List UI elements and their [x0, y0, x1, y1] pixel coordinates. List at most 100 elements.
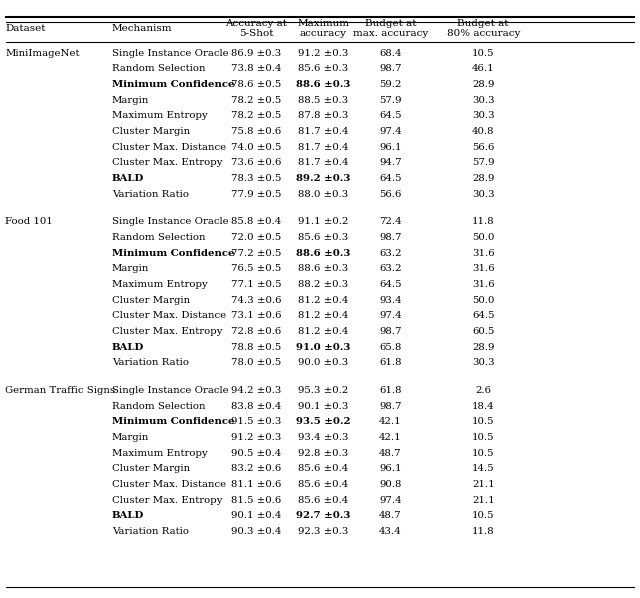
Text: 88.2 ±0.3: 88.2 ±0.3: [298, 280, 348, 289]
Text: 63.2: 63.2: [379, 264, 402, 273]
Text: Single Instance Oracle: Single Instance Oracle: [112, 386, 228, 395]
Text: 56.6: 56.6: [380, 190, 401, 199]
Text: 98.7: 98.7: [379, 233, 402, 242]
Text: 59.2: 59.2: [380, 80, 401, 89]
Text: 96.1: 96.1: [379, 465, 402, 474]
Text: 11.8: 11.8: [472, 218, 495, 227]
Text: 93.4: 93.4: [379, 296, 402, 305]
Text: 78.8 ±0.5: 78.8 ±0.5: [231, 343, 281, 352]
Text: 81.7 ±0.4: 81.7 ±0.4: [298, 127, 348, 136]
Text: Budget at
max. accuracy: Budget at max. accuracy: [353, 19, 428, 38]
Text: 11.8: 11.8: [472, 527, 495, 536]
Text: 74.3 ±0.6: 74.3 ±0.6: [231, 296, 281, 305]
Text: 46.1: 46.1: [472, 65, 495, 74]
Text: 65.8: 65.8: [380, 343, 401, 352]
Text: 86.9 ±0.3: 86.9 ±0.3: [231, 49, 281, 58]
Text: 68.4: 68.4: [379, 49, 402, 58]
Text: 91.5 ±0.3: 91.5 ±0.3: [231, 417, 281, 426]
Text: 92.7 ±0.3: 92.7 ±0.3: [296, 511, 350, 520]
Text: 88.6 ±0.3: 88.6 ±0.3: [296, 80, 350, 89]
Text: 81.2 ±0.4: 81.2 ±0.4: [298, 296, 348, 305]
Text: 97.4: 97.4: [379, 496, 402, 505]
Text: 64.5: 64.5: [379, 174, 402, 183]
Text: Accuracy at
5-Shot: Accuracy at 5-Shot: [225, 19, 287, 38]
Text: 91.2 ±0.3: 91.2 ±0.3: [298, 49, 348, 58]
Text: 56.6: 56.6: [472, 143, 494, 152]
Text: 89.2 ±0.3: 89.2 ±0.3: [296, 174, 350, 183]
Text: 90.1 ±0.4: 90.1 ±0.4: [231, 511, 281, 520]
Text: 31.6: 31.6: [472, 280, 495, 289]
Text: 48.7: 48.7: [379, 448, 402, 457]
Text: 50.0: 50.0: [472, 296, 494, 305]
Text: 30.3: 30.3: [472, 358, 495, 367]
Text: 78.3 ±0.5: 78.3 ±0.5: [231, 174, 281, 183]
Text: 28.9: 28.9: [472, 343, 494, 352]
Text: 48.7: 48.7: [379, 511, 402, 520]
Text: Cluster Margin: Cluster Margin: [112, 296, 190, 305]
Text: 28.9: 28.9: [472, 174, 494, 183]
Text: 64.5: 64.5: [472, 312, 495, 321]
Text: Dataset: Dataset: [5, 24, 45, 33]
Text: 95.3 ±0.2: 95.3 ±0.2: [298, 386, 348, 395]
Text: 43.4: 43.4: [379, 527, 402, 536]
Text: 90.8: 90.8: [380, 480, 401, 489]
Text: 78.2 ±0.5: 78.2 ±0.5: [231, 111, 281, 120]
Text: 61.8: 61.8: [379, 386, 402, 395]
Text: Maximum Entropy: Maximum Entropy: [112, 280, 208, 289]
Text: 83.8 ±0.4: 83.8 ±0.4: [231, 402, 281, 411]
Text: 57.9: 57.9: [472, 158, 495, 167]
Text: 76.5 ±0.5: 76.5 ±0.5: [231, 264, 281, 273]
Text: BALD: BALD: [112, 174, 144, 183]
Text: 78.2 ±0.5: 78.2 ±0.5: [231, 96, 281, 105]
Text: 78.0 ±0.5: 78.0 ±0.5: [231, 358, 281, 367]
Text: 75.8 ±0.6: 75.8 ±0.6: [231, 127, 281, 136]
Text: 92.3 ±0.3: 92.3 ±0.3: [298, 527, 348, 536]
Text: Budget at
80% accuracy: Budget at 80% accuracy: [447, 19, 520, 38]
Text: 81.1 ±0.6: 81.1 ±0.6: [231, 480, 281, 489]
Text: 72.8 ±0.6: 72.8 ±0.6: [231, 327, 281, 336]
Text: 42.1: 42.1: [379, 433, 402, 442]
Text: 94.2 ±0.3: 94.2 ±0.3: [231, 386, 281, 395]
Text: 77.9 ±0.5: 77.9 ±0.5: [231, 190, 281, 199]
Text: 73.8 ±0.4: 73.8 ±0.4: [231, 65, 281, 74]
Text: 21.1: 21.1: [472, 496, 495, 505]
Text: Margin: Margin: [112, 433, 149, 442]
Text: 31.6: 31.6: [472, 249, 495, 258]
Text: 10.5: 10.5: [472, 511, 495, 520]
Text: 72.4: 72.4: [379, 218, 402, 227]
Text: Maximum Entropy: Maximum Entropy: [112, 111, 208, 120]
Text: 92.8 ±0.3: 92.8 ±0.3: [298, 448, 348, 457]
Text: Margin: Margin: [112, 264, 149, 273]
Text: 90.3 ±0.4: 90.3 ±0.4: [231, 527, 281, 536]
Text: 72.0 ±0.5: 72.0 ±0.5: [231, 233, 281, 242]
Text: 93.5 ±0.2: 93.5 ±0.2: [296, 417, 351, 426]
Text: 97.4: 97.4: [379, 127, 402, 136]
Text: 77.2 ±0.5: 77.2 ±0.5: [231, 249, 281, 258]
Text: 85.6 ±0.3: 85.6 ±0.3: [298, 233, 348, 242]
Text: 98.7: 98.7: [379, 65, 402, 74]
Text: 90.0 ±0.3: 90.0 ±0.3: [298, 358, 348, 367]
Text: 81.7 ±0.4: 81.7 ±0.4: [298, 143, 348, 152]
Text: 81.7 ±0.4: 81.7 ±0.4: [298, 158, 348, 167]
Text: Cluster Margin: Cluster Margin: [112, 465, 190, 474]
Text: Variation Ratio: Variation Ratio: [112, 358, 189, 367]
Text: 10.5: 10.5: [472, 448, 495, 457]
Text: 42.1: 42.1: [379, 417, 402, 426]
Text: 64.5: 64.5: [379, 111, 402, 120]
Text: 30.3: 30.3: [472, 190, 495, 199]
Text: 94.7: 94.7: [379, 158, 402, 167]
Text: 88.6 ±0.3: 88.6 ±0.3: [296, 249, 350, 258]
Text: German Traffic Signs: German Traffic Signs: [5, 386, 115, 395]
Text: 93.4 ±0.3: 93.4 ±0.3: [298, 433, 348, 442]
Text: Cluster Max. Entropy: Cluster Max. Entropy: [112, 327, 223, 336]
Text: 90.5 ±0.4: 90.5 ±0.4: [231, 448, 281, 457]
Text: 74.0 ±0.5: 74.0 ±0.5: [231, 143, 281, 152]
Text: 81.5 ±0.6: 81.5 ±0.6: [231, 496, 281, 505]
Text: 2.6: 2.6: [475, 386, 492, 395]
Text: Cluster Max. Distance: Cluster Max. Distance: [112, 480, 226, 489]
Text: 30.3: 30.3: [472, 111, 495, 120]
Text: 85.8 ±0.4: 85.8 ±0.4: [231, 218, 281, 227]
Text: 64.5: 64.5: [379, 280, 402, 289]
Text: 88.6 ±0.3: 88.6 ±0.3: [298, 264, 348, 273]
Text: 85.6 ±0.4: 85.6 ±0.4: [298, 496, 348, 505]
